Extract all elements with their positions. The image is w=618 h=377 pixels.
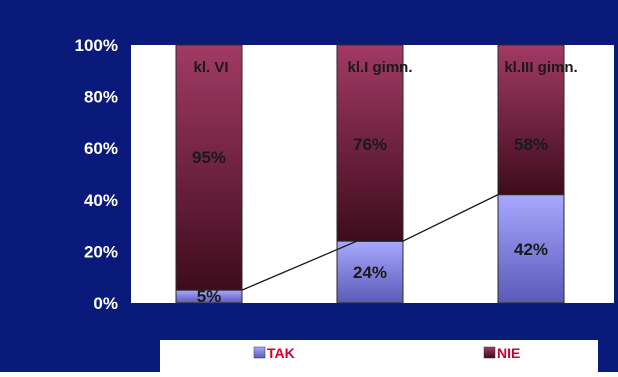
y-tick-label: 40% <box>84 191 118 210</box>
legend: TAK NIE <box>160 340 598 372</box>
y-tick-label: 20% <box>84 242 118 261</box>
y-tick-label: 100% <box>75 36 118 55</box>
y-tick-label: 60% <box>84 139 118 158</box>
category-label: kl.III gimn. <box>504 59 577 76</box>
bar-tak <box>497 194 565 304</box>
y-axis: 0% 20% 40% 60% 80% 100% <box>75 36 118 313</box>
data-label-nie: 76% <box>353 135 387 154</box>
legend-box <box>160 340 598 372</box>
trend-line <box>241 194 499 291</box>
bar-nie <box>336 44 404 242</box>
y-tick-label: 0% <box>93 294 118 313</box>
legend-swatch-nie <box>483 346 496 359</box>
data-label-tak: 5% <box>197 287 222 306</box>
legend-label-tak: TAK <box>267 345 295 361</box>
legend-swatch-tak <box>253 346 266 359</box>
bar-nie <box>175 44 243 291</box>
data-label-nie: 95% <box>192 148 226 167</box>
y-tick-label: 80% <box>84 88 118 107</box>
data-label-nie: 58% <box>514 135 548 154</box>
trend-line-group <box>241 194 499 291</box>
bars-group <box>175 44 565 304</box>
legend-label-nie: NIE <box>497 345 520 361</box>
bar-tak <box>336 240 404 304</box>
data-label-tak: 24% <box>353 263 387 282</box>
data-label-tak: 42% <box>514 240 548 259</box>
labels-group: kl. VI kl.I gimn. kl.III gimn. 5% 95% 24% 76% 4… <box>192 59 578 306</box>
bar-nie <box>497 44 565 196</box>
category-label: kl. VI <box>193 59 228 76</box>
category-label: kl.I gimn. <box>347 59 412 76</box>
